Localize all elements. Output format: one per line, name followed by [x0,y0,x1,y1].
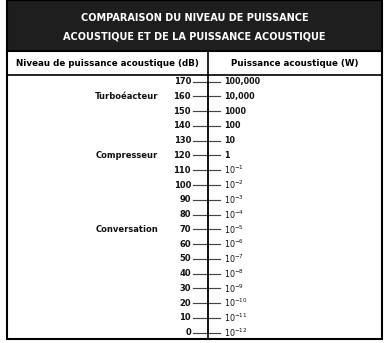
Text: $10^{-4}$: $10^{-4}$ [224,208,244,221]
Text: 1000: 1000 [224,107,246,116]
Text: Conversation: Conversation [95,225,158,234]
Text: $10^{-9}$: $10^{-9}$ [224,282,244,295]
Text: $10^{-7}$: $10^{-7}$ [224,253,244,265]
Bar [7,0,382,51]
Text: $10^{-10}$: $10^{-10}$ [224,297,247,309]
Text: $10^{-6}$: $10^{-6}$ [224,238,244,250]
Text: 130: 130 [173,136,191,145]
Text: 30: 30 [179,284,191,293]
Text: $10^{-2}$: $10^{-2}$ [224,179,244,191]
Text: $10^{-11}$: $10^{-11}$ [224,312,247,324]
Text: 150: 150 [173,107,191,116]
Text: Niveau de puissance acoustique (dB): Niveau de puissance acoustique (dB) [16,59,199,68]
Text: 60: 60 [179,240,191,249]
Text: 40: 40 [179,269,191,278]
Bar [7,51,382,75]
Text: 80: 80 [179,210,191,219]
Text: 10: 10 [179,314,191,322]
Text: 100: 100 [224,121,240,130]
Text: $10^{-1}$: $10^{-1}$ [224,164,244,176]
Text: 50: 50 [179,255,191,263]
Text: 100,000: 100,000 [224,77,260,86]
Text: $10^{-5}$: $10^{-5}$ [224,223,244,236]
Text: 1: 1 [224,151,229,160]
Text: Turboéacteur: Turboéacteur [95,92,158,101]
Text: 0: 0 [185,328,191,337]
Text: Puissance acoustique (W): Puissance acoustique (W) [231,59,359,68]
Text: 120: 120 [173,151,191,160]
Text: Compresseur: Compresseur [96,151,158,160]
Text: 70: 70 [179,225,191,234]
Text: 110: 110 [173,166,191,175]
Text: COMPARAISON DU NIVEAU DE PUISSANCE: COMPARAISON DU NIVEAU DE PUISSANCE [81,13,308,23]
Text: 90: 90 [179,195,191,204]
Text: $10^{-12}$: $10^{-12}$ [224,327,247,339]
Text: 100: 100 [173,180,191,190]
Text: 10,000: 10,000 [224,92,254,101]
Text: 160: 160 [173,92,191,101]
Text: $10^{-8}$: $10^{-8}$ [224,268,244,280]
Text: ACOUSTIQUE ET DE LA PUISSANCE ACOUSTIQUE: ACOUSTIQUE ET DE LA PUISSANCE ACOUSTIQUE [63,32,326,42]
Text: $10^{-3}$: $10^{-3}$ [224,193,244,206]
Text: 20: 20 [179,299,191,308]
Text: 170: 170 [173,77,191,86]
Text: 140: 140 [173,121,191,130]
Text: 10: 10 [224,136,235,145]
